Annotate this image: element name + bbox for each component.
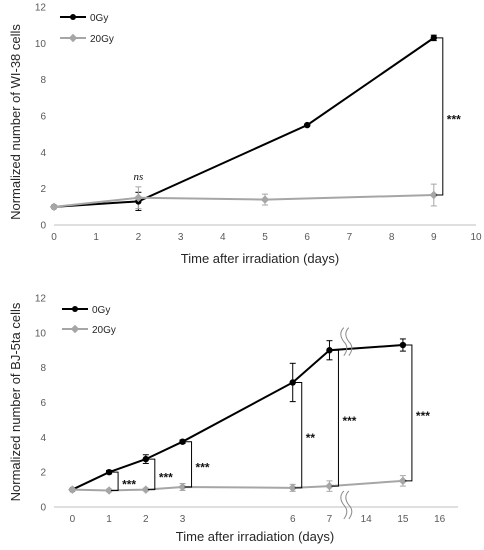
y-tick-label: 10: [35, 328, 47, 339]
legend-marker-0gy: [72, 306, 78, 312]
significance-label: ***: [159, 470, 173, 484]
legend-marker-20gy: [68, 33, 78, 43]
legend-marker-0gy: [70, 14, 76, 20]
x-tick-label: 3: [180, 514, 186, 525]
point-20gy: [260, 195, 270, 204]
x-tick-label: 1: [93, 232, 99, 243]
significance-label: ***: [342, 414, 356, 428]
y-tick-label: 0: [40, 503, 46, 514]
y-tick-label: 8: [40, 75, 46, 86]
series-line-20gy: [53, 194, 434, 208]
y-tick-label: 8: [40, 363, 46, 374]
legend-label-20gy: 20Gy: [92, 325, 116, 336]
y-tick-label: 12: [35, 294, 47, 305]
x-axis-title: Time after irradiation (days): [181, 251, 339, 266]
legend-marker-20gy: [70, 324, 80, 334]
legend-label-20gy: 20Gy: [90, 34, 114, 45]
x-tick-label: 8: [389, 232, 395, 243]
series-break-mark: [340, 327, 348, 356]
y-tick-label: 2: [40, 184, 46, 195]
x-tick-label: 7: [347, 232, 353, 243]
x-tick-label: 2: [136, 232, 142, 243]
y-axis-title: Normalized number of WI-38 cells: [8, 24, 23, 220]
y-tick-label: 2: [40, 468, 46, 479]
chart-bj5ta: Normalized number of BJ-5ta cells Time a…: [8, 294, 458, 544]
point-0gy: [179, 438, 186, 445]
point-20gy: [429, 190, 439, 200]
significance-bracket: [184, 441, 193, 488]
point-20gy: [141, 485, 151, 494]
significance-label: ***: [122, 477, 136, 491]
x-tick-label: 9: [431, 232, 437, 243]
significance-label: ***: [416, 409, 430, 423]
point-0gy: [326, 347, 333, 354]
point-20gy: [134, 193, 143, 202]
y-tick-label: 12: [35, 3, 47, 14]
significance-label: ***: [196, 460, 210, 474]
significance-bracket: [294, 381, 303, 489]
point-20gy: [49, 202, 59, 212]
significance-bracket: [435, 37, 444, 196]
significance-label: ns: [134, 171, 144, 183]
legend: 0Gy 20Gy: [60, 13, 114, 45]
significance-label: ***: [447, 112, 461, 126]
significance-bracket: [331, 349, 339, 487]
x-tick-label: 3: [178, 232, 184, 243]
point-0gy: [142, 455, 150, 463]
x-tick-label: 16: [434, 514, 446, 525]
x-tick-label: 0: [51, 232, 57, 243]
y-axis-title: Normalized number of BJ-5ta cells: [8, 302, 23, 501]
x-tick-label: 14: [361, 514, 373, 525]
y-tick-label: 6: [40, 398, 46, 409]
x-tick-label: 2: [143, 514, 149, 525]
point-20gy: [68, 485, 77, 494]
axis-break-mark: [340, 490, 348, 520]
point-0gy: [430, 34, 437, 42]
point-20gy: [178, 482, 187, 492]
y-tick-label: 10: [35, 39, 47, 50]
x-axis-title: Time after irradiation (days): [176, 529, 334, 544]
x-tick-label: 5: [262, 232, 268, 243]
y-tick-label: 0: [40, 221, 46, 232]
legend: 0Gy 20Gy: [62, 305, 116, 336]
y-tick-label: 4: [40, 433, 46, 444]
point-20gy: [288, 483, 297, 493]
series-line-0gy: [53, 37, 435, 208]
point-0gy: [399, 341, 407, 349]
x-tick-label: 4: [220, 232, 226, 243]
legend-label-0gy: 0Gy: [90, 13, 108, 24]
point-20gy: [398, 476, 408, 486]
x-tick-label: 6: [290, 514, 296, 525]
point-20gy: [325, 481, 334, 491]
point-20gy: [104, 486, 114, 495]
series-break-mark: [345, 327, 353, 356]
axis-break-mark: [345, 490, 353, 520]
significance-label: **: [306, 431, 316, 445]
x-tick-label: 10: [470, 232, 482, 243]
point-0gy: [289, 379, 296, 386]
x-tick-label: 15: [397, 514, 409, 525]
significance-bracket: [404, 344, 413, 482]
legend-label-0gy: 0Gy: [92, 305, 110, 316]
chart-wi38: Normalized number of WI-38 cells Time af…: [8, 3, 482, 267]
point-0gy: [304, 121, 311, 129]
y-tick-label: 6: [40, 112, 46, 123]
x-tick-label: 6: [304, 232, 310, 243]
x-tick-label: 1: [106, 514, 112, 525]
point-0gy: [105, 468, 113, 476]
x-tick-label: 7: [327, 514, 333, 525]
x-tick-label: 0: [70, 514, 76, 525]
significance-bracket: [111, 471, 119, 491]
significance-bracket: [147, 458, 156, 491]
y-tick-label: 4: [40, 148, 46, 159]
